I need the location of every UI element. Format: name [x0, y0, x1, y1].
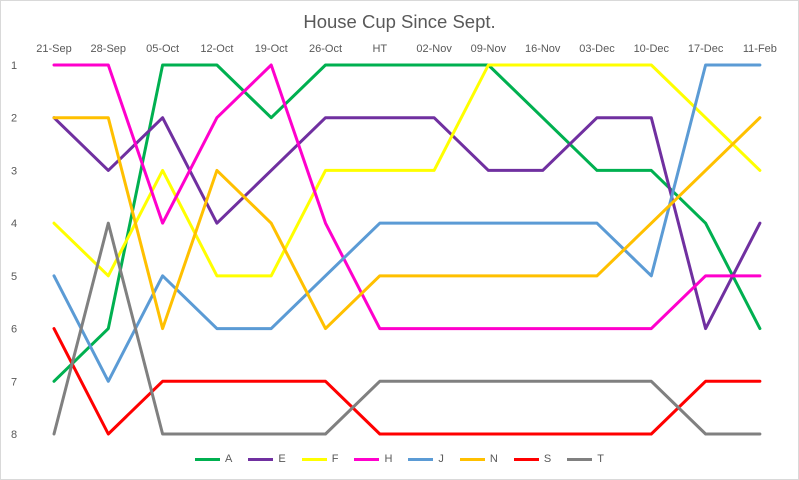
series-line-s	[52, 327, 762, 436]
legend-swatch	[248, 457, 274, 461]
legend-label: T	[597, 453, 604, 465]
x-tick-label: 26-Oct	[309, 43, 342, 55]
legend-swatch	[513, 457, 539, 461]
x-tick-label: 11-Feb	[743, 43, 777, 55]
x-tick-label: 10-Dec	[634, 43, 670, 55]
y-tick-label: 5	[11, 271, 17, 283]
series-line-t	[52, 221, 762, 436]
y-tick-label: 8	[11, 429, 17, 441]
legend-item-s: S	[513, 453, 552, 465]
legend-item-f: F	[301, 453, 339, 465]
legend-label: E	[278, 453, 286, 465]
series-line-f	[52, 63, 762, 278]
y-tick-label: 3	[11, 165, 17, 177]
legend-label: J	[438, 453, 444, 465]
chart-title: House Cup Since Sept.	[303, 11, 496, 32]
legend-item-t: T	[567, 453, 604, 465]
y-tick-label: 7	[11, 376, 17, 388]
y-tick-label: 2	[11, 113, 17, 125]
y-tick-label: 4	[11, 218, 17, 230]
x-tick-label: 05-Oct	[146, 43, 179, 55]
series-line-n	[52, 116, 762, 331]
x-tick-label: 19-Oct	[255, 43, 288, 55]
x-tick-label: 09-Nov	[471, 43, 507, 55]
x-tick-label: 21-Sep	[36, 43, 71, 55]
legend-swatch	[301, 457, 327, 461]
y-tick-label: 1	[11, 60, 17, 72]
x-tick-label: 02-Nov	[416, 43, 452, 55]
legend-item-h: H	[354, 453, 392, 465]
x-tick-label: HT	[372, 43, 387, 55]
legend-item-j: J	[408, 453, 444, 465]
series-line-a	[52, 63, 762, 383]
legend-item-n: N	[459, 453, 498, 465]
x-tick-label: 17-Dec	[688, 43, 724, 55]
legend-item-e: E	[248, 453, 286, 465]
series-line-h	[52, 63, 762, 331]
x-tick-label: 03-Dec	[579, 43, 615, 55]
legend-swatch	[354, 457, 380, 461]
legend-label: A	[225, 453, 233, 465]
x-tick-label: 16-Nov	[525, 43, 561, 55]
legend-swatch	[567, 457, 593, 461]
x-tick-label: 12-Oct	[200, 43, 233, 55]
legend-item-a: A	[195, 453, 232, 465]
legend-swatch	[459, 457, 485, 461]
legend-label: N	[489, 453, 498, 465]
legend-swatch	[195, 457, 221, 461]
legend-label: S	[543, 453, 552, 465]
legend-label: F	[331, 453, 339, 465]
legend-label: H	[384, 453, 393, 465]
series-line-e	[52, 116, 762, 331]
legend-swatch	[408, 457, 434, 461]
y-tick-label: 6	[11, 324, 17, 336]
series-line-j	[52, 63, 762, 383]
x-tick-label: 28-Sep	[91, 43, 126, 55]
